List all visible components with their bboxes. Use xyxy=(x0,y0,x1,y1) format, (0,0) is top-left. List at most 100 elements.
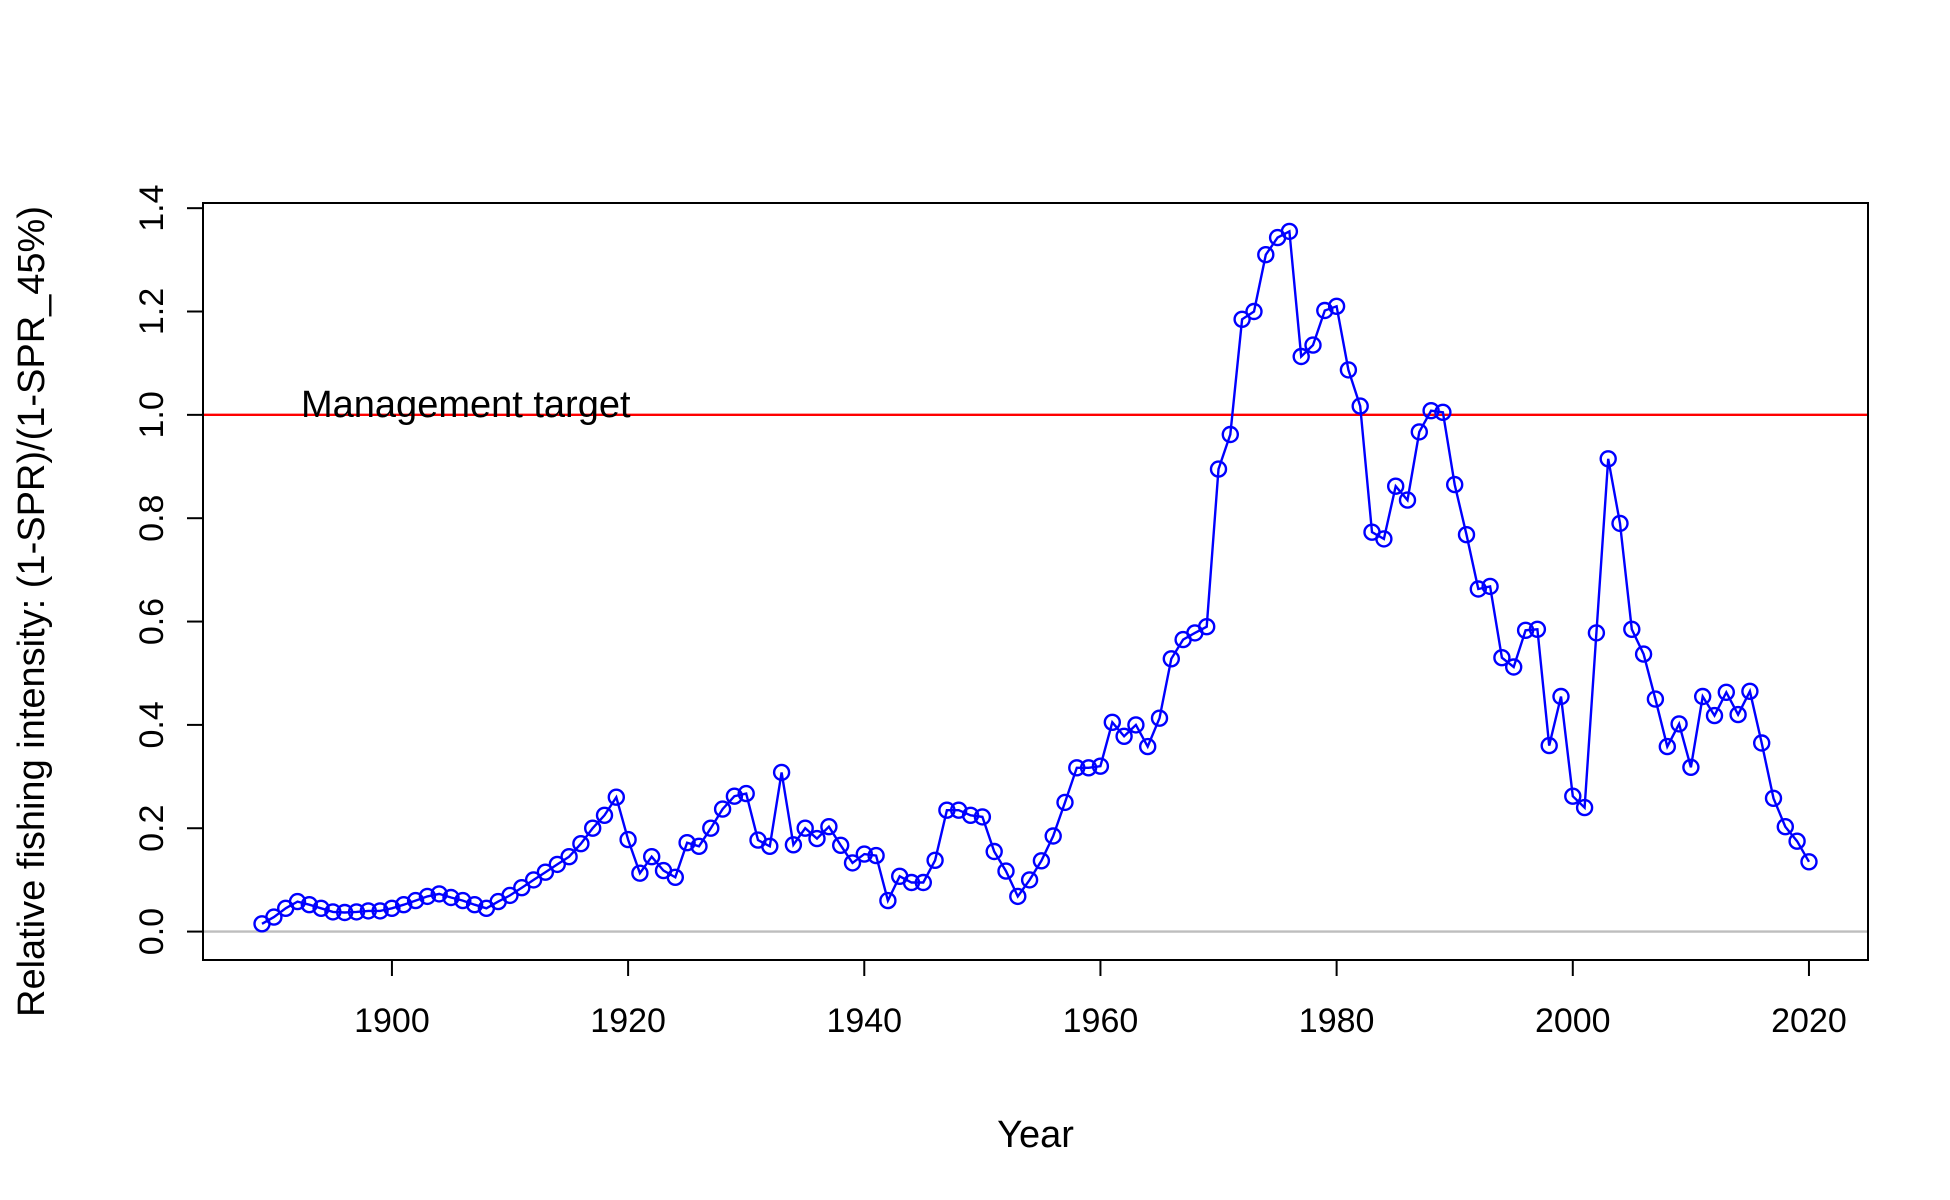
data-point xyxy=(914,873,932,892)
series-line-0 xyxy=(261,229,1811,925)
data-point xyxy=(406,891,425,910)
data-point xyxy=(808,829,826,848)
data-point xyxy=(879,891,897,910)
data-point xyxy=(1351,397,1369,415)
data-point xyxy=(973,808,992,826)
data-point xyxy=(1623,620,1641,638)
data-point xyxy=(961,806,980,824)
data-point xyxy=(832,836,850,854)
data-point xyxy=(395,896,413,914)
x-tick-label: 2020 xyxy=(1771,1002,1847,1040)
data-point xyxy=(1304,336,1322,354)
data-point xyxy=(454,891,472,910)
data-point xyxy=(1693,687,1712,706)
data-point xyxy=(1245,302,1263,321)
data-point xyxy=(820,818,838,836)
data-point xyxy=(772,763,791,782)
data-point xyxy=(265,908,283,926)
y-tick-label: 0.2 xyxy=(133,805,171,852)
data-point xyxy=(1257,245,1275,264)
data-point xyxy=(1386,477,1405,495)
data-point xyxy=(631,864,649,882)
data-point xyxy=(572,835,590,853)
data-point xyxy=(643,848,661,866)
data-point xyxy=(902,873,921,892)
reference-lines xyxy=(203,413,1868,933)
data-point xyxy=(619,830,637,849)
y-tick-label: 0.6 xyxy=(133,598,171,645)
data-point xyxy=(1611,514,1629,533)
data-point xyxy=(1056,793,1074,812)
data-point xyxy=(1552,687,1570,706)
data-point xyxy=(1316,301,1334,320)
y-tick-label: 1.2 xyxy=(133,288,171,335)
data-point xyxy=(1764,789,1783,807)
data-point xyxy=(347,903,366,921)
data-point xyxy=(336,903,354,922)
data-point xyxy=(997,862,1015,880)
data-point xyxy=(784,836,803,854)
data-point xyxy=(1339,361,1358,379)
data-point xyxy=(442,888,460,907)
data-point xyxy=(1729,705,1747,724)
data-point xyxy=(1233,310,1251,328)
data-point xyxy=(1068,759,1086,777)
data-point xyxy=(1327,297,1346,315)
data-point xyxy=(938,801,956,819)
data-point xyxy=(1221,425,1240,444)
data-point xyxy=(288,892,307,911)
data-point xyxy=(1634,645,1653,663)
data-point xyxy=(1410,423,1429,441)
data-point xyxy=(796,819,814,837)
data-point xyxy=(1020,871,1039,889)
data-point xyxy=(867,846,885,865)
data-point xyxy=(595,806,614,824)
data-point xyxy=(1776,818,1795,836)
data-point xyxy=(1504,658,1523,676)
data-point xyxy=(1434,403,1452,421)
data-point xyxy=(1670,715,1688,733)
data-point xyxy=(1540,736,1558,755)
data-point xyxy=(1646,690,1665,708)
data-point xyxy=(1516,621,1535,639)
data-point xyxy=(1575,798,1594,817)
data-point xyxy=(584,819,602,837)
data-point xyxy=(713,800,732,818)
x-tick-label: 2000 xyxy=(1535,1002,1611,1040)
series-layer xyxy=(253,222,1818,933)
data-point xyxy=(465,896,484,914)
data-point xyxy=(1115,727,1133,745)
data-point xyxy=(536,863,555,881)
data-point xyxy=(702,819,720,837)
data-point xyxy=(1280,222,1299,241)
data-point xyxy=(359,902,377,920)
data-point xyxy=(1209,460,1228,478)
data-point xyxy=(383,899,401,917)
data-point xyxy=(1658,737,1677,756)
data-point xyxy=(926,851,944,869)
data-point xyxy=(1375,530,1393,548)
data-point xyxy=(1162,650,1181,668)
data-point xyxy=(300,896,318,914)
data-point xyxy=(1150,709,1169,727)
data-point xyxy=(1528,620,1547,638)
data-point xyxy=(607,788,625,806)
data-point xyxy=(1032,852,1051,870)
data-point xyxy=(1044,827,1062,845)
data-point xyxy=(737,784,755,803)
data-point xyxy=(1009,887,1027,906)
data-point xyxy=(855,845,873,863)
data-point xyxy=(666,868,684,886)
data-point xyxy=(1564,787,1582,805)
data-point xyxy=(761,837,779,855)
data-point xyxy=(501,886,519,905)
x-tick-label: 1920 xyxy=(590,1002,666,1040)
data-point xyxy=(1717,683,1736,701)
data-point xyxy=(430,885,448,903)
data-point xyxy=(1079,759,1098,777)
data-point xyxy=(1741,682,1759,700)
data-point xyxy=(1682,758,1700,776)
data-point xyxy=(1469,580,1488,598)
management-target-label: Management target xyxy=(301,384,631,426)
